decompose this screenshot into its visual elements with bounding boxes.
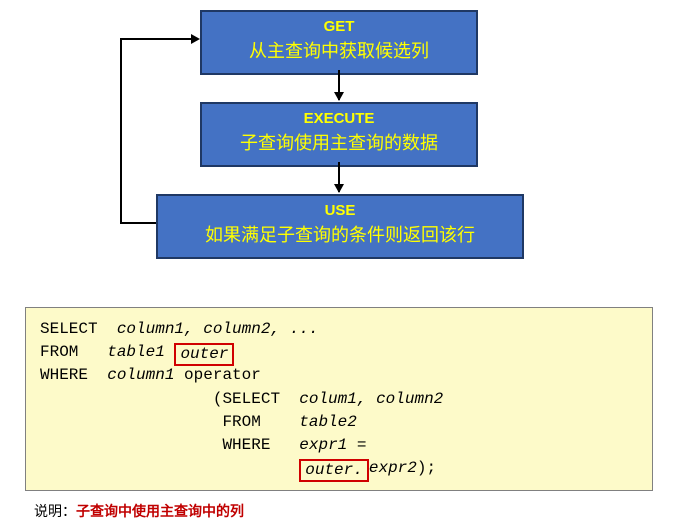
code-close: ); xyxy=(417,459,436,477)
code-columns-outer: column1, column2, ... xyxy=(117,320,319,338)
code-expr2: expr2 xyxy=(369,459,417,477)
kw-select-inner: SELECT xyxy=(222,390,280,408)
node-execute-title: EXECUTE xyxy=(202,110,476,127)
code-expr1: expr1 xyxy=(299,436,347,454)
code-operator: operator xyxy=(184,366,261,384)
kw-where: WHERE xyxy=(40,366,88,384)
node-execute-subtitle: 子查询使用主查询的数据 xyxy=(202,129,476,155)
outer-ref-highlight: outer. xyxy=(299,459,369,482)
code-columns-inner: colum1, column2 xyxy=(299,390,443,408)
node-execute: EXECUTE 子查询使用主查询的数据 xyxy=(200,102,478,167)
loop-segment-vertical xyxy=(120,38,122,224)
flowchart: GET 从主查询中获取候选列 EXECUTE 子查询使用主查询的数据 USE 如… xyxy=(10,10,668,295)
kw-where-inner: WHERE xyxy=(222,436,270,454)
kw-from-inner: FROM xyxy=(222,413,260,431)
sql-code-block: SELECT column1, column2, ... FROM table1… xyxy=(25,307,653,491)
loop-arrowhead xyxy=(191,34,200,44)
node-use: USE 如果满足子查询的条件则返回该行 xyxy=(156,194,524,259)
code-table-outer: table1 xyxy=(107,343,165,361)
node-use-subtitle: 如果满足子查询的条件则返回该行 xyxy=(158,221,522,247)
kw-select: SELECT xyxy=(40,320,98,338)
loop-segment-top xyxy=(120,38,192,40)
node-get: GET 从主查询中获取候选列 xyxy=(200,10,478,75)
arrow-get-execute xyxy=(338,70,340,100)
arrow-execute-use xyxy=(338,162,340,192)
code-table-inner: table2 xyxy=(299,413,357,431)
code-eq: = xyxy=(357,436,367,454)
caption: 说明：子查询中使用主查询中的列 xyxy=(34,501,668,521)
loop-segment-bottom xyxy=(120,222,156,224)
node-get-subtitle: 从主查询中获取候选列 xyxy=(202,37,476,63)
node-get-title: GET xyxy=(202,18,476,35)
kw-from: FROM xyxy=(40,343,78,361)
outer-alias-highlight: outer xyxy=(174,343,234,366)
node-use-title: USE xyxy=(158,202,522,219)
code-cond-col: column1 xyxy=(107,366,174,384)
